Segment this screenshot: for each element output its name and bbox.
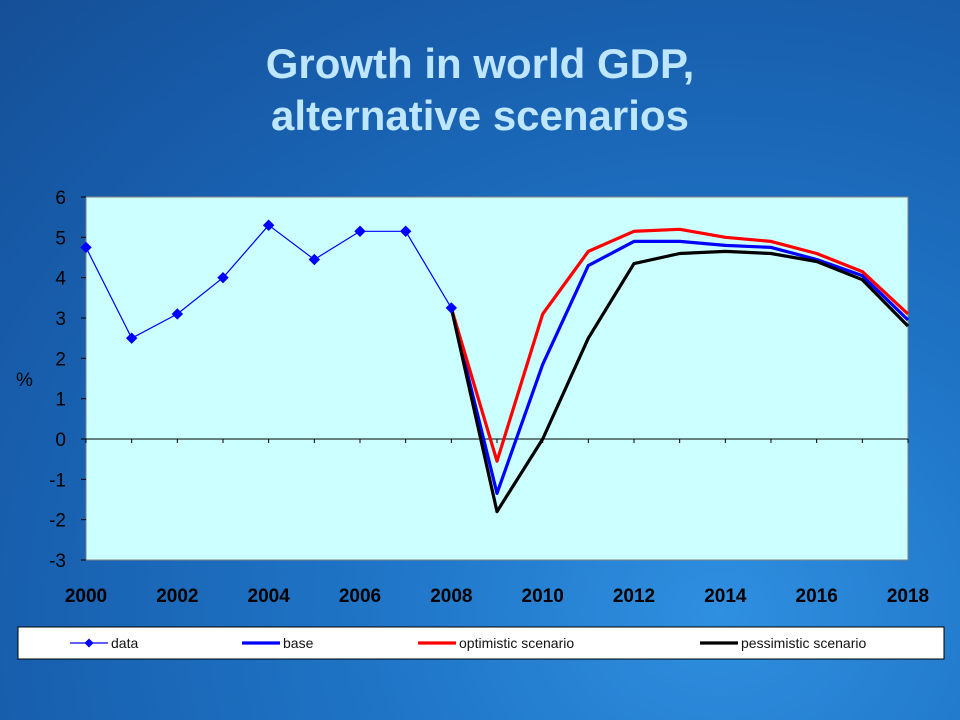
- y-tick-label: -3: [49, 551, 66, 572]
- page-title: Growth in world GDP, alternative scenari…: [0, 38, 960, 142]
- y-tick-label: -2: [49, 511, 66, 532]
- legend-label-optimistic-scenario: optimistic scenario: [459, 635, 574, 651]
- x-tick-label: 2002: [156, 586, 198, 607]
- y-tick-label: 6: [55, 188, 66, 209]
- data-point: [80, 241, 92, 254]
- x-tick-label: 2018: [887, 586, 929, 607]
- plot-area: [85, 196, 909, 561]
- x-tick-label: 2016: [796, 586, 838, 607]
- y-tick-label: 5: [55, 228, 66, 249]
- legend-label-data: data: [111, 635, 138, 651]
- x-tick-label: 2000: [65, 586, 107, 607]
- x-tick-label: 2014: [704, 586, 747, 607]
- x-tick-label: 2008: [430, 586, 472, 607]
- series-line-pessimistic-scenario: [449, 249, 910, 514]
- data-point: [308, 253, 321, 266]
- x-tick-label: 2012: [613, 586, 655, 607]
- data-point: [399, 225, 412, 237]
- data-point: [445, 302, 458, 314]
- y-axis-label: %: [16, 370, 33, 391]
- data-point: [171, 308, 184, 320]
- title-line-1: Growth in world GDP,: [265, 40, 695, 87]
- y-tick-label: 2: [55, 349, 66, 370]
- y-tick-label: 1: [55, 390, 66, 411]
- y-tick-label: -1: [49, 470, 66, 491]
- legend-label-base: base: [283, 635, 314, 651]
- x-tick-label: 2006: [339, 586, 381, 607]
- x-tick-label: 2010: [522, 586, 564, 607]
- data-point: [125, 332, 138, 344]
- legend-box: [17, 626, 945, 660]
- legend-marker: [84, 638, 94, 648]
- data-point: [217, 271, 229, 284]
- x-tick-label: 2004: [248, 586, 291, 607]
- legend-label-pessimistic-scenario: pessimistic scenario: [741, 635, 866, 651]
- y-tick-label: 3: [55, 309, 66, 330]
- y-tick-label: 4: [55, 269, 66, 290]
- series-line-base: [449, 239, 910, 495]
- series-line-optimistic-scenario: [449, 227, 910, 463]
- data-point: [354, 225, 366, 237]
- data-point: [262, 219, 275, 231]
- y-tick-label: 0: [55, 430, 66, 451]
- title-line-2: alternative scenarios: [271, 92, 689, 139]
